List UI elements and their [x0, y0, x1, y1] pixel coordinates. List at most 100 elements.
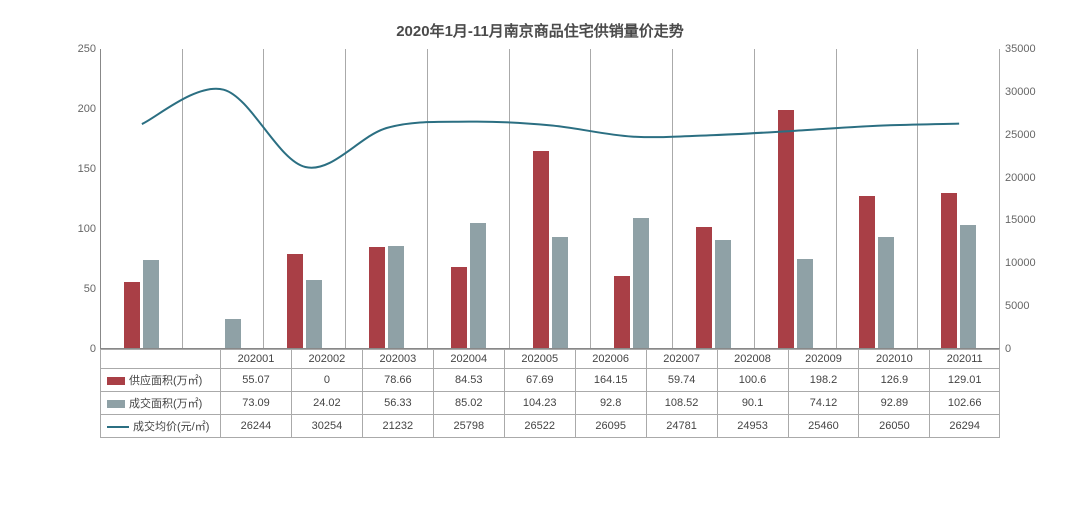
y-right-tick: 10000	[1005, 257, 1055, 269]
table-cell: 74.12	[788, 392, 859, 415]
supply-legend-swatch	[107, 377, 125, 385]
table-category-header: 202011	[930, 350, 1000, 369]
table-cell: 26050	[859, 415, 930, 438]
bar-group	[917, 49, 999, 348]
series-label: 成交均价(元/㎡)	[133, 421, 209, 433]
series-label: 成交面积(万㎡)	[129, 398, 202, 410]
table-cell: 21232	[362, 415, 433, 438]
table-category-header: 202007	[646, 350, 717, 369]
table-cell: 26294	[930, 415, 1000, 438]
deal_area-legend-swatch	[107, 400, 125, 408]
table-cell: 104.23	[504, 392, 575, 415]
table-category-header: 202005	[504, 350, 575, 369]
table-category-header: 202002	[291, 350, 362, 369]
deal-area-bar	[960, 225, 976, 348]
deal-area-bar	[306, 280, 322, 348]
table-cell: 100.6	[717, 369, 788, 392]
table-cell: 25460	[788, 415, 859, 438]
deal-area-bar	[878, 237, 894, 348]
table-category-header: 202006	[575, 350, 646, 369]
y-left-tick: 100	[46, 223, 96, 235]
table-cell: 25798	[433, 415, 504, 438]
table-cell: 108.52	[646, 392, 717, 415]
deal-area-bar	[225, 319, 241, 348]
deal-area-bar	[797, 259, 813, 348]
table-body: 供应面积(万㎡)55.07078.6684.5367.69164.1559.74…	[101, 369, 1000, 438]
y-right-tick: 35000	[1005, 43, 1055, 55]
supply-bar	[533, 151, 549, 348]
table-row: 供应面积(万㎡)55.07078.6684.5367.69164.1559.74…	[101, 369, 1000, 392]
deal-area-bar	[552, 237, 568, 348]
y-right-tick: 15000	[1005, 214, 1055, 226]
table-row: 成交均价(元/㎡) 262443025421232257982652226095 2…	[101, 415, 1000, 438]
y-right-tick: 20000	[1005, 172, 1055, 184]
supply-bar	[287, 254, 303, 348]
plot-area: 050100150200250 050001000015000200002500…	[100, 49, 1000, 349]
bar-group	[182, 49, 264, 348]
deal-area-bar	[633, 218, 649, 348]
table-cell: 59.74	[646, 369, 717, 392]
data-table: 2020012020022020032020042020052020062020…	[100, 349, 1000, 438]
table-cell: 67.69	[504, 369, 575, 392]
table-cell: 90.1	[717, 392, 788, 415]
y-right-tick: 5000	[1005, 300, 1055, 312]
supply-bar	[369, 247, 385, 348]
supply-bar	[614, 276, 630, 348]
table-cell: 26244	[221, 415, 292, 438]
supply-bar	[124, 282, 140, 348]
table-cell: 78.66	[362, 369, 433, 392]
bar-group	[754, 49, 836, 348]
table-cell: 55.07	[221, 369, 292, 392]
bars-container	[101, 49, 1000, 349]
table-cell: 102.66	[930, 392, 1000, 415]
table-header-row: 2020012020022020032020042020052020062020…	[101, 350, 1000, 369]
table-row-head: 供应面积(万㎡)	[101, 369, 221, 392]
table-cell: 198.2	[788, 369, 859, 392]
supply-bar	[778, 110, 794, 348]
bar-group	[836, 49, 918, 348]
supply-bar	[696, 227, 712, 348]
y-left-tick: 50	[46, 283, 96, 295]
deal-area-bar	[143, 260, 159, 348]
table-corner-cell	[101, 350, 221, 369]
table-cell: 92.89	[859, 392, 930, 415]
deal-area-bar	[470, 223, 486, 348]
y-left-tick: 150	[46, 163, 96, 175]
bar-group	[427, 49, 509, 348]
y-left-tick: 200	[46, 103, 96, 115]
y-right-tick: 25000	[1005, 129, 1055, 141]
chart-title: 2020年1月-11月南京商品住宅供销量价走势	[20, 20, 1060, 41]
table-category-header: 202003	[362, 350, 433, 369]
y-right-tick: 30000	[1005, 86, 1055, 98]
bar-group	[672, 49, 754, 348]
table-cell: 26095	[575, 415, 646, 438]
table-cell: 73.09	[221, 392, 292, 415]
table-cell: 26522	[504, 415, 575, 438]
table-row-head: 成交面积(万㎡)	[101, 392, 221, 415]
deal-area-bar	[715, 240, 731, 348]
supply-bar	[941, 193, 957, 348]
table-row: 成交面积(万㎡)73.0924.0256.3385.02104.2392.810…	[101, 392, 1000, 415]
bar-group	[345, 49, 427, 348]
table-cell: 56.33	[362, 392, 433, 415]
table-cell: 24953	[717, 415, 788, 438]
y-axis-left: 050100150200250	[46, 49, 96, 349]
table-cell: 0	[291, 369, 362, 392]
table-cell: 30254	[291, 415, 362, 438]
table-category-header: 202004	[433, 350, 504, 369]
table-cell: 85.02	[433, 392, 504, 415]
table-category-header: 202008	[717, 350, 788, 369]
y-left-tick: 250	[46, 43, 96, 55]
table-category-header: 202010	[859, 350, 930, 369]
table-category-header: 202001	[221, 350, 292, 369]
table-cell: 24.02	[291, 392, 362, 415]
supply-bar	[451, 267, 467, 348]
series-label: 供应面积(万㎡)	[129, 375, 202, 387]
y-axis-right: 05000100001500020000250003000035000	[1005, 49, 1055, 349]
table-cell: 129.01	[930, 369, 1000, 392]
bar-group	[509, 49, 591, 348]
chart-container: 2020年1月-11月南京商品住宅供销量价走势 050100150200250 …	[20, 20, 1060, 492]
table-cell: 84.53	[433, 369, 504, 392]
bar-group	[590, 49, 672, 348]
table-cell: 92.8	[575, 392, 646, 415]
